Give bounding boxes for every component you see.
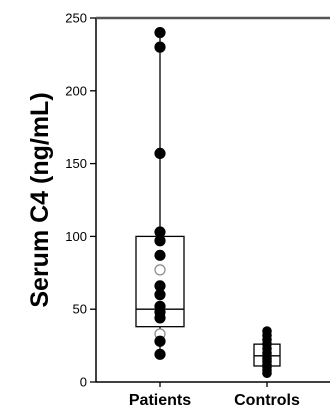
y-tick-label: 50 <box>73 302 87 317</box>
data-point <box>154 26 166 39</box>
x-category-label: Controls <box>234 392 300 409</box>
y-tick-label: 0 <box>80 375 87 390</box>
y-tick-label: 150 <box>65 156 87 171</box>
axes: 0 50 100 150 200 250 Patients Controls <box>65 11 330 409</box>
data-point <box>154 235 166 247</box>
data-point <box>262 368 272 379</box>
box-group-patients <box>135 26 185 360</box>
data-point <box>154 348 166 360</box>
data-point <box>154 147 166 160</box>
data-point <box>154 312 166 324</box>
y-tick-label: 200 <box>65 83 87 98</box>
data-point <box>154 41 166 53</box>
data-point <box>154 335 166 347</box>
data-point <box>154 249 166 261</box>
y-tick-label: 250 <box>65 11 87 26</box>
x-category-label: Patients <box>129 392 191 409</box>
plot-area <box>135 26 281 379</box>
y-tick-label: 100 <box>65 229 87 244</box>
data-point <box>154 264 166 276</box>
box-group-controls <box>253 326 281 379</box>
data-point <box>154 289 166 301</box>
y-axis-label: Serum C4 (ng/mL) <box>26 92 54 307</box>
